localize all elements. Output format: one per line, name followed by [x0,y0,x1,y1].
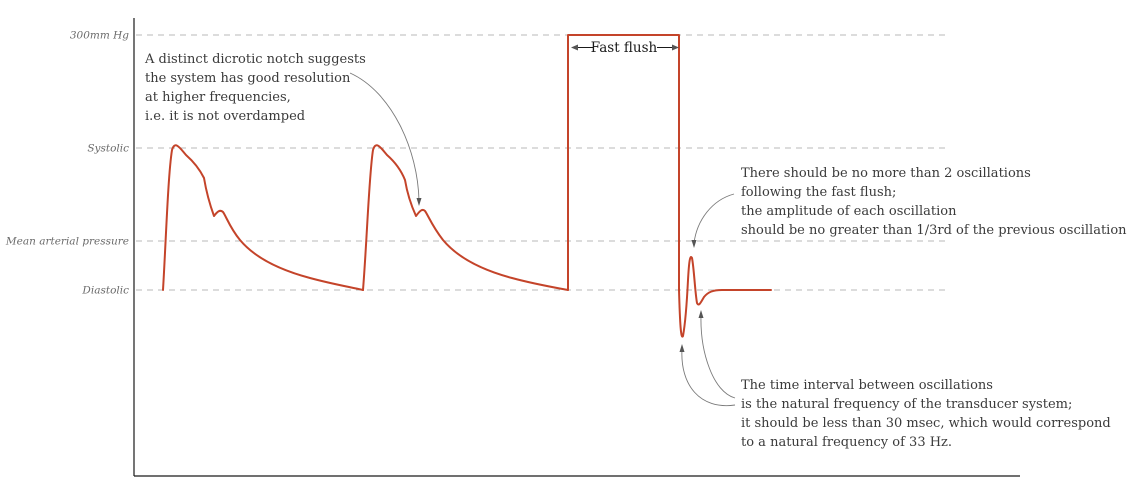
fast-flush-label: Fast flush [591,40,658,56]
svg-text:following the fast flush;: following the fast flush; [741,185,896,200]
svg-text:the system has good resolution: the system has good resolution [145,71,351,86]
pointer-oscillation-peak [693,193,735,244]
svg-text:The time interval between osci: The time interval between oscillations [741,378,993,393]
svg-text:at higher frequencies,: at higher frequencies, [145,90,291,105]
svg-text:A distinct dicrotic notch sugg: A distinct dicrotic notch suggests [144,52,366,67]
pointer-second-trough-head [698,310,704,318]
label-systolic: Systolic [87,143,129,155]
fast-flush-square-wave [567,34,680,291]
annotation-natural-frequency: The time interval between oscillations i… [741,378,1111,450]
post-flush-oscillation [678,256,772,338]
svg-text:i.e. it is not overdamped: i.e. it is not overdamped [145,109,305,124]
svg-text:is the natural frequency of th: is the natural frequency of the transduc… [741,397,1072,412]
svg-text:There should be no more than 2: There should be no more than 2 oscillati… [741,166,1031,181]
svg-text:should be no greater than 1/3r: should be no greater than 1/3rd of the p… [741,223,1127,238]
arterial-waveform-beat-1 [162,144,364,291]
pointer-dicrotic-notch [349,72,420,202]
svg-text:it should be less than 30 mse: it should be less than 30 msec, which wo… [741,416,1111,431]
arterial-waveform-beat-2 [362,144,569,291]
pointer-oscillation-peak-head [691,240,697,248]
pointer-first-trough [681,348,736,407]
fast-flush-arrows [571,44,679,51]
label-diastolic: Diastolic [81,285,129,297]
svg-text:to a natural frequency of 33 H: to a natural frequency of 33 Hz. [741,435,952,450]
label-mean-arterial-pressure: Mean arterial pressure [5,236,129,248]
annotation-dicrotic-notch: A distinct dicrotic notch suggests the s… [144,52,366,124]
pointer-first-trough-head [679,344,685,352]
label-300mmhg: 300mm Hg [70,30,129,42]
annotation-oscillation-rule: There should be no more than 2 oscillati… [741,166,1127,238]
pointer-second-trough [700,314,736,399]
pointer-dicrotic-notch-head [416,198,422,206]
svg-text:the amplitude of each oscillat: the amplitude of each oscillation [741,204,957,219]
